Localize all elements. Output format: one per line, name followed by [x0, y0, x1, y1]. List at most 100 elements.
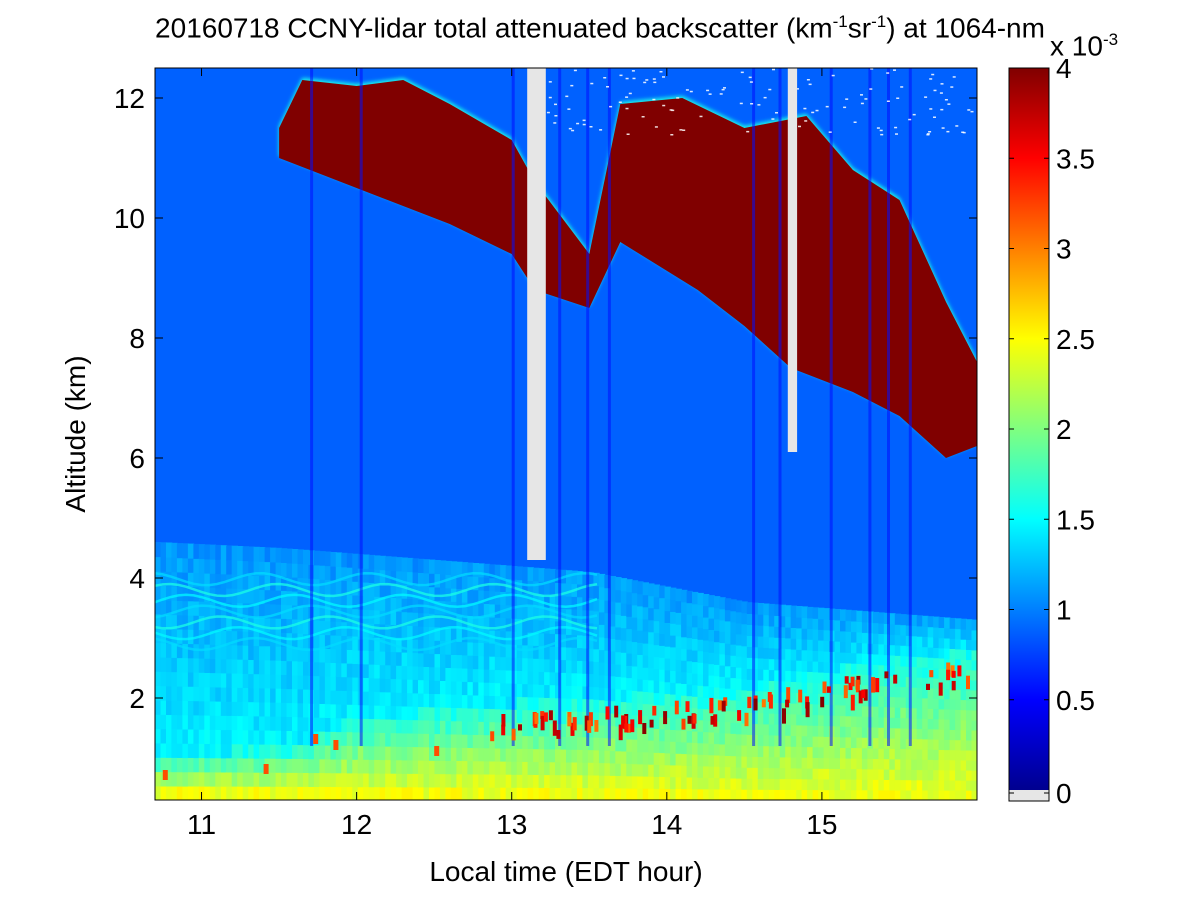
aerosol-cell — [807, 703, 814, 715]
aerosol-cell — [248, 574, 255, 590]
aerosol-cell — [949, 789, 956, 800]
bl-speckle — [501, 724, 506, 736]
aerosol-cell — [566, 748, 573, 763]
aerosol-cell — [226, 757, 233, 773]
attenuation-streak — [558, 68, 562, 746]
aerosol-cell — [741, 733, 748, 746]
aerosol-cell — [872, 779, 880, 791]
aerosol-cell — [933, 738, 940, 750]
aerosol-cell — [259, 659, 266, 675]
aerosol-cell — [461, 654, 469, 669]
noise-speckle — [970, 110, 974, 113]
aerosol-cell — [270, 547, 277, 563]
aerosol-cell — [779, 778, 786, 790]
aerosol-cell — [686, 648, 693, 662]
aerosol-cell — [922, 789, 929, 800]
aerosol-cell — [456, 654, 463, 669]
aerosol-cell — [193, 558, 200, 574]
aerosol-cell — [538, 593, 545, 608]
aerosol-cell — [883, 675, 891, 687]
aerosol-cell — [878, 789, 885, 800]
aerosol-cell — [648, 763, 655, 777]
aerosol-cell — [779, 734, 786, 747]
colorbar: 00.511.522.533.54 — [1008, 53, 1095, 809]
aerosol-cell — [768, 734, 776, 747]
aerosol-cell — [494, 773, 502, 788]
aerosol-cell — [867, 789, 874, 800]
aerosol-cell — [450, 693, 458, 708]
aerosol-cell — [933, 687, 940, 699]
aerosol-cell — [242, 659, 249, 674]
aerosol-cell — [577, 698, 584, 712]
aerosol-cell — [927, 677, 934, 689]
bl-speckle — [713, 714, 718, 727]
aerosol-cell — [456, 707, 463, 722]
aerosol-cell — [379, 705, 386, 720]
aerosol-cell — [955, 709, 962, 721]
aerosol-cell — [237, 771, 244, 787]
aerosol-cell — [911, 738, 918, 750]
aerosol-cell — [445, 653, 452, 668]
aerosol-cell — [670, 776, 677, 789]
aerosol-cell — [801, 606, 808, 618]
aerosol-cell — [330, 689, 337, 705]
noise-speckle — [625, 96, 629, 98]
aerosol-cell — [861, 621, 869, 633]
aerosol-cell — [593, 736, 600, 751]
aerosol-cell — [845, 694, 852, 706]
aerosol-cell — [478, 563, 485, 578]
aerosol-cell — [363, 663, 370, 678]
aerosol-cell — [796, 681, 803, 693]
aerosol-cell — [626, 579, 633, 593]
aerosol-cell — [270, 589, 277, 605]
aerosol-cell — [823, 629, 830, 641]
aerosol-cell — [949, 617, 956, 629]
aerosol-cell — [840, 768, 847, 780]
aerosol-cell — [922, 656, 929, 668]
aerosol-cell — [834, 725, 841, 738]
aerosol-cell — [500, 565, 507, 579]
aerosol-cell — [313, 606, 321, 621]
aerosol-cell — [746, 778, 754, 790]
aerosol-cell — [724, 744, 732, 756]
aerosol-cell — [303, 744, 310, 760]
aerosol-cell — [642, 642, 649, 656]
aerosol-cell — [248, 673, 255, 689]
aerosol-cell — [856, 621, 863, 633]
aerosol-cell — [374, 555, 381, 570]
aerosol-cell — [505, 643, 512, 658]
aerosol-cell — [160, 613, 167, 629]
aerosol-cell — [872, 706, 880, 718]
aerosol-cell — [631, 690, 639, 704]
aerosol-cell — [659, 692, 666, 706]
aerosol-cell — [911, 697, 918, 709]
aerosol-cell — [686, 672, 693, 685]
aerosol-cell — [204, 771, 211, 787]
aerosol-cell — [807, 682, 814, 694]
aerosol-cell — [686, 730, 693, 743]
aerosol-cell — [735, 689, 743, 701]
aerosol-cell — [549, 684, 556, 699]
aerosol-cell — [456, 694, 463, 709]
aerosol-cell — [653, 584, 660, 598]
aerosol-cell — [440, 733, 447, 748]
aerosol-cell — [472, 694, 480, 709]
aerosol-cell — [582, 736, 589, 750]
aerosol-cell — [724, 699, 732, 712]
aerosol-cell — [587, 698, 595, 713]
aerosol-cell — [505, 669, 512, 684]
aerosol-cell — [500, 591, 507, 605]
aerosol-cell — [494, 734, 502, 749]
noise-speckle — [565, 95, 569, 98]
aerosol-cell — [270, 687, 277, 703]
aerosol-cell — [231, 644, 238, 660]
aerosol-cell — [533, 696, 540, 711]
aerosol-cell — [637, 593, 644, 607]
aerosol-cell — [253, 729, 260, 745]
aerosol-cell — [883, 612, 891, 624]
aerosol-cell — [204, 643, 211, 659]
aerosol-cell — [966, 629, 973, 640]
aerosol-cell — [971, 759, 977, 771]
aerosol-cell — [598, 599, 606, 613]
aerosol-cell — [659, 609, 666, 623]
